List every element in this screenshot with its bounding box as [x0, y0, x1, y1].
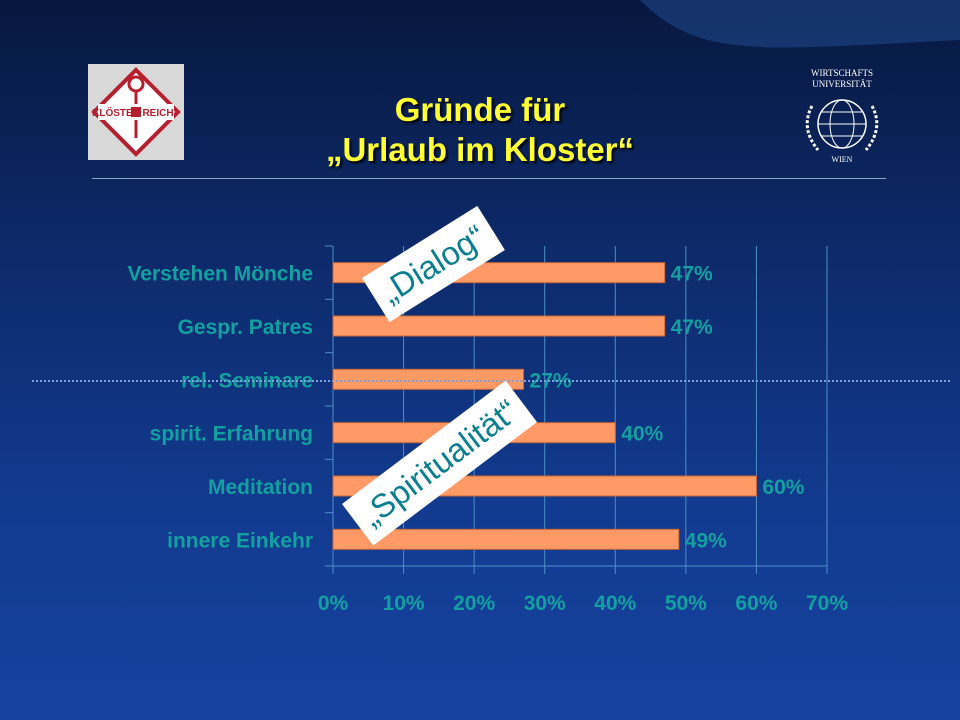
x-tick-label: 10%	[383, 592, 425, 615]
data-label: 60%	[762, 476, 804, 499]
bar	[332, 315, 666, 337]
seal-text-2: UNIVERSITÄT	[812, 79, 872, 89]
logo-left-text-1: KLÖSTER	[92, 106, 141, 119]
category-label: spirit. Erfahrung	[150, 423, 313, 446]
category-label: Verstehen Mönche	[127, 263, 313, 286]
x-tick-label: 60%	[735, 592, 777, 615]
category-label: innere Einkehr	[167, 529, 313, 552]
category-label: Gespr. Patres	[178, 316, 313, 339]
title-line-1: Gründe für	[394, 91, 566, 128]
slide-title: Gründe für „Urlaub im Kloster“	[200, 90, 760, 170]
data-label: 47%	[671, 316, 713, 339]
x-tick-label: 20%	[453, 592, 495, 615]
logo-left-text-2: REICH	[142, 108, 173, 119]
title-divider	[92, 178, 886, 179]
kloster-reich-logo: KLÖSTER REICH	[88, 64, 184, 160]
x-tick-label: 0%	[318, 592, 349, 615]
bar	[332, 368, 525, 390]
x-tick-label: 70%	[806, 592, 848, 615]
x-tick-label: 50%	[665, 592, 707, 615]
x-tick-label: 30%	[524, 592, 566, 615]
x-tick-label: 40%	[594, 592, 636, 615]
dotted-divider	[32, 380, 950, 382]
title-line-2: „Urlaub im Kloster“	[325, 131, 635, 168]
seal-text-3: WIEN	[832, 155, 853, 164]
data-label: 47%	[671, 263, 713, 286]
seal-text-1: WIRTSCHAFTS	[811, 68, 873, 78]
bar	[332, 528, 680, 550]
category-label: Meditation	[208, 476, 313, 499]
wu-wien-seal: WIRTSCHAFTS UNIVERSITÄT WIEN	[792, 66, 892, 166]
data-label: 49%	[685, 529, 727, 552]
data-label: 40%	[621, 423, 663, 446]
